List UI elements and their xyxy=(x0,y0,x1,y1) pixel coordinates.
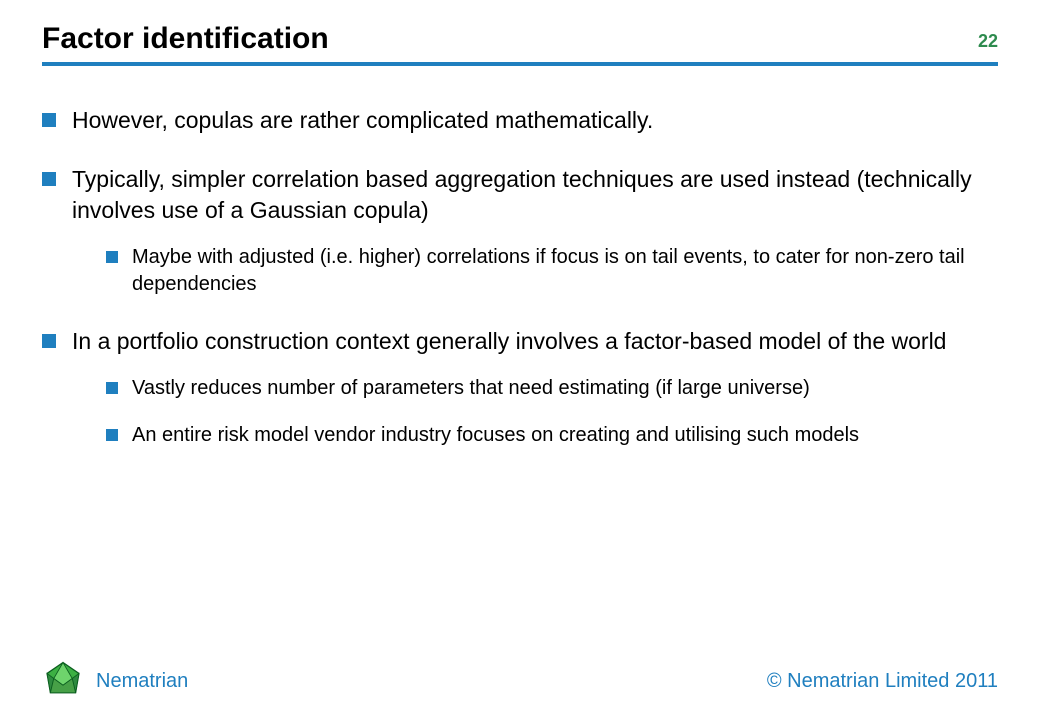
bullet-item: Typically, simpler correlation based agg… xyxy=(42,164,998,298)
sub-bullet-item: Vastly reduces number of parameters that… xyxy=(106,375,998,402)
bullet-item: In a portfolio construction context gene… xyxy=(42,326,998,449)
brand: Nematrian xyxy=(42,660,188,702)
sub-bullet-item: Maybe with adjusted (i.e. higher) correl… xyxy=(106,244,998,298)
slide: Factor identification 22 However, copula… xyxy=(0,0,1040,720)
footer: Nematrian © Nematrian Limited 2011 xyxy=(42,660,998,702)
sub-bullet-item: An entire risk model vendor industry foc… xyxy=(106,422,998,449)
sub-bullet-list: Maybe with adjusted (i.e. higher) correl… xyxy=(106,244,998,298)
bullet-text: However, copulas are rather complicated … xyxy=(72,107,653,133)
bullet-list: However, copulas are rather complicated … xyxy=(42,105,998,449)
page-number: 22 xyxy=(978,31,998,56)
sub-bullet-text: An entire risk model vendor industry foc… xyxy=(132,424,859,446)
copyright: © Nematrian Limited 2011 xyxy=(767,670,998,693)
bullet-item: However, copulas are rather complicated … xyxy=(42,105,998,136)
bullet-text: Typically, simpler correlation based agg… xyxy=(72,166,972,223)
bullet-text: In a portfolio construction context gene… xyxy=(72,328,946,354)
sub-bullet-text: Maybe with adjusted (i.e. higher) correl… xyxy=(132,246,965,295)
brand-name: Nematrian xyxy=(96,670,188,693)
header: Factor identification 22 xyxy=(42,22,998,66)
brand-logo-icon xyxy=(42,660,84,702)
sub-bullet-list: Vastly reduces number of parameters that… xyxy=(106,375,998,449)
slide-title: Factor identification xyxy=(42,22,329,56)
content: However, copulas are rather complicated … xyxy=(42,105,998,477)
sub-bullet-text: Vastly reduces number of parameters that… xyxy=(132,377,810,399)
